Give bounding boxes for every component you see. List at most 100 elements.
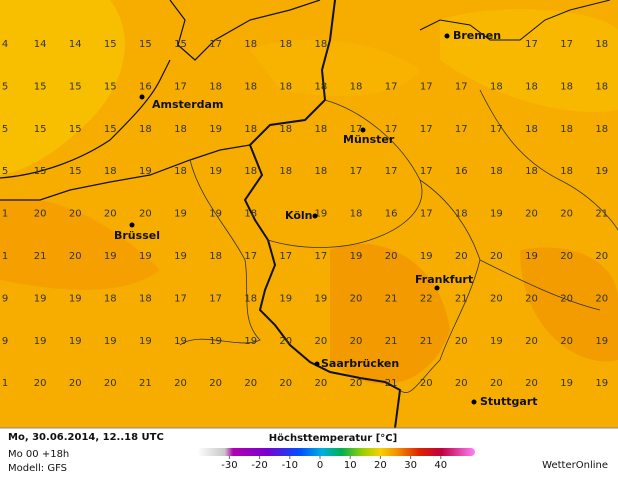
grid-value: 17 [525, 39, 538, 50]
grid-value: 15 [69, 81, 82, 92]
grid-value: 18 [104, 166, 117, 177]
grid-value: 18 [560, 81, 573, 92]
brand: WetterOnline [542, 460, 608, 471]
grid-value: 4 [2, 39, 8, 50]
grid-value: 20 [350, 336, 363, 347]
grid-value: 17 [350, 124, 363, 135]
grid-value: 19 [209, 336, 222, 347]
grid-value: 9 [2, 336, 8, 347]
grid-value: 17 [279, 251, 292, 262]
warm-zone [330, 243, 450, 384]
city-label: Saarbrücken [321, 357, 399, 370]
grid-value: 18 [279, 81, 292, 92]
city-label: Frankfurt [415, 273, 473, 286]
grid-value: 19 [315, 293, 328, 304]
grid-value: 21 [385, 378, 398, 389]
city-dot [129, 222, 135, 228]
grid-value: 15 [104, 81, 117, 92]
grid-value: 17 [560, 39, 573, 50]
region-border [179, 159, 261, 346]
grid-value: 15 [34, 124, 47, 135]
grid-value: 18 [279, 124, 292, 135]
grid-value: 19 [209, 209, 222, 220]
grid-value: 18 [244, 293, 257, 304]
grid-value: 15 [34, 166, 47, 177]
city-label: Münster [343, 133, 395, 146]
grid-value: 20 [244, 378, 257, 389]
legend-tick-label: -20 [251, 460, 267, 471]
legend-tick-label: 0 [317, 460, 323, 471]
grid-value: 21 [139, 378, 152, 389]
grid-value: 19 [350, 251, 363, 262]
grid-value: 19 [34, 293, 47, 304]
grid-value: 20 [69, 378, 82, 389]
grid-value: 19 [595, 378, 608, 389]
grid-value: 19 [595, 336, 608, 347]
grid-value: 20 [595, 293, 608, 304]
city-label: Brüssel [114, 229, 160, 242]
grid-value: 21 [420, 336, 433, 347]
legend-tick-label: 40 [434, 460, 447, 471]
run-label: Mo 00 +18h [8, 449, 69, 460]
city-dot [360, 127, 366, 133]
grid-value: 21 [34, 251, 47, 262]
city-dot [471, 399, 477, 405]
grid-value: 18 [315, 81, 328, 92]
region-border [267, 99, 423, 248]
date-label: Mo, 30.06.2014, 12..18 UTC [8, 432, 164, 443]
grid-value: 20 [490, 251, 503, 262]
city-dot [434, 285, 440, 291]
legend-tick-label: 30 [404, 460, 417, 471]
grid-value: 22 [420, 293, 433, 304]
grid-value: 15 [104, 124, 117, 135]
grid-value: 19 [104, 251, 117, 262]
grid-value: 20 [595, 251, 608, 262]
city-label: Bremen [453, 29, 501, 42]
grid-value: 19 [490, 209, 503, 220]
temperature-grid: 4 14 14 15 15 15 17 18 18 18 17 17 185 15 15 15 16 17 18 18… [2, 39, 608, 389]
grid-value: 1 [2, 251, 8, 262]
grid-value: 16 [385, 209, 398, 220]
grid-value: 21 [455, 293, 468, 304]
grid-value: 5 [2, 81, 8, 92]
warm-zone [520, 247, 618, 362]
grid-value: 18 [209, 251, 222, 262]
grid-value: 18 [279, 166, 292, 177]
grid-value: 19 [279, 293, 292, 304]
grid-value: 17 [209, 293, 222, 304]
region-border [479, 89, 618, 231]
grid-value: 9 [2, 293, 8, 304]
warm-zone [440, 9, 618, 112]
grid-value: 20 [104, 209, 117, 220]
grid-value: 19 [104, 336, 117, 347]
grid-value: 18 [244, 166, 257, 177]
coastline [0, 59, 171, 179]
grid-value: 19 [69, 293, 82, 304]
warm-zone [250, 39, 420, 96]
grid-value: 17 [455, 81, 468, 92]
grid-value: 20 [455, 336, 468, 347]
grid-value: 18 [279, 39, 292, 50]
legend-title: Höchsttemperatur [°C] [269, 433, 397, 444]
legend-tick-label: 10 [344, 460, 357, 471]
grid-value: 18 [455, 209, 468, 220]
model-label: Modell: GFS [8, 463, 67, 474]
region-border [479, 259, 601, 311]
grid-value: 20 [279, 378, 292, 389]
grid-value: 17 [420, 166, 433, 177]
grid-value: 18 [104, 293, 117, 304]
grid-value: 20 [279, 336, 292, 347]
grid-value: 18 [174, 124, 187, 135]
grid-value: 18 [139, 293, 152, 304]
grid-value: 20 [525, 378, 538, 389]
grid-value: 20 [525, 336, 538, 347]
grid-value: 19 [595, 166, 608, 177]
legend-tick-label: 20 [374, 460, 387, 471]
grid-value: 18 [315, 124, 328, 135]
grid-value: 20 [315, 378, 328, 389]
warm-zone [0, 198, 160, 290]
warm-zone [0, 0, 125, 175]
city-dot [444, 33, 450, 39]
grid-value: 17 [174, 81, 187, 92]
